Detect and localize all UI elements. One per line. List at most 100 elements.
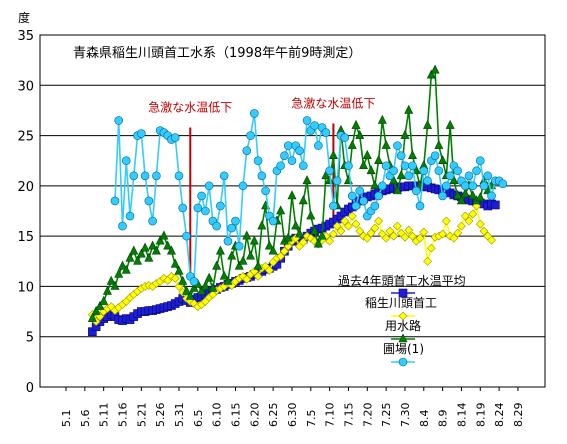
data-point [464, 171, 474, 181]
grid-lines [40, 34, 545, 388]
x-tick-label: 8.24 [493, 403, 506, 428]
data-point [460, 181, 470, 191]
data-point [475, 156, 485, 166]
data-point [457, 221, 466, 231]
data-point [118, 221, 127, 231]
data-point [434, 139, 444, 149]
data-point [313, 238, 323, 248]
data-point [366, 165, 376, 175]
data-point [329, 201, 338, 211]
data-point [400, 232, 410, 242]
plot-border [39, 34, 546, 388]
data-point [442, 181, 451, 191]
data-point [404, 225, 414, 235]
data-point [370, 201, 380, 211]
y-tick-label: 0 [26, 381, 34, 396]
data-point [419, 227, 429, 237]
data-point [197, 285, 207, 295]
annotation-label: 急激な水温低下 [291, 96, 375, 111]
data-point [246, 131, 255, 140]
x-tick-label: 5.16 [116, 403, 129, 428]
data-point [212, 260, 222, 270]
data-point [408, 161, 417, 171]
data-point [325, 236, 335, 246]
data-point [408, 231, 417, 241]
data-point [295, 146, 304, 155]
data-point [310, 121, 319, 130]
x-tick-label: 6.15 [229, 403, 242, 428]
data-point [498, 179, 508, 189]
data-point [242, 230, 252, 240]
data-point [415, 233, 425, 243]
data-point [314, 141, 323, 150]
data-point [355, 226, 365, 236]
data-point [166, 245, 176, 255]
data-point [456, 195, 466, 205]
data-point [355, 186, 365, 196]
data-point [385, 226, 395, 236]
data-point [140, 242, 150, 252]
data-point [253, 156, 263, 166]
data-point [137, 129, 146, 138]
x-axis: 5.1 5.6 5.11 5.16 5.21 5.26 5.31 6.5 6.10 6.15 6.2… [60, 387, 525, 427]
data-point [400, 161, 410, 171]
y-tick-label: 5 [26, 331, 34, 346]
data-point [234, 260, 244, 270]
data-point [460, 211, 470, 221]
data-point [332, 221, 342, 231]
data-point [118, 260, 127, 270]
data-point [328, 229, 338, 239]
data-point [246, 250, 256, 260]
data-point [398, 311, 408, 321]
data-point [201, 206, 210, 216]
series-layer [87, 64, 508, 336]
x-tick-label: 7.5 [305, 410, 318, 428]
data-point [321, 170, 331, 180]
data-point [283, 232, 293, 242]
data-point [479, 226, 489, 236]
data-point [215, 245, 225, 255]
data-point [392, 185, 402, 195]
data-point [438, 155, 448, 165]
data-point [280, 246, 289, 256]
data-point [491, 200, 500, 210]
x-tick-label: 6.20 [248, 403, 261, 428]
x-tick-label: 5.26 [154, 403, 167, 428]
data-point [151, 245, 161, 255]
data-point [287, 156, 297, 166]
data-point [328, 150, 338, 159]
data-point [407, 150, 417, 159]
x-tick-label: 5.21 [135, 403, 148, 428]
x-tick-label: 7.20 [361, 403, 374, 428]
data-point [377, 114, 387, 124]
data-point [174, 171, 184, 181]
data-point [189, 277, 199, 286]
data-point [170, 258, 180, 268]
data-point [144, 196, 154, 206]
data-point [295, 228, 304, 238]
data-point [374, 191, 383, 201]
annotation-label: 急激な水温低下 [148, 100, 232, 115]
x-tick-label: 6.30 [286, 403, 299, 428]
data-point [445, 171, 455, 181]
data-point [460, 188, 470, 198]
data-point [99, 295, 109, 305]
data-point [253, 271, 263, 281]
data-point [227, 250, 237, 260]
series-1 [87, 201, 496, 327]
data-point [398, 357, 408, 367]
legend-label: 過去4年頭首工水温平均 [338, 274, 466, 288]
data-point [366, 228, 376, 238]
data-point [306, 210, 316, 220]
legend-entry: 過去4年頭首工水温平均 [338, 274, 466, 298]
data-point [359, 196, 368, 206]
data-point [310, 225, 320, 235]
data-point [317, 230, 327, 240]
data-point [445, 119, 455, 129]
data-point [185, 290, 195, 300]
data-point [434, 166, 444, 176]
data-point [479, 181, 489, 191]
data-point [110, 196, 120, 206]
data-point [468, 190, 478, 200]
x-tick-label: 5.1 [60, 410, 73, 428]
